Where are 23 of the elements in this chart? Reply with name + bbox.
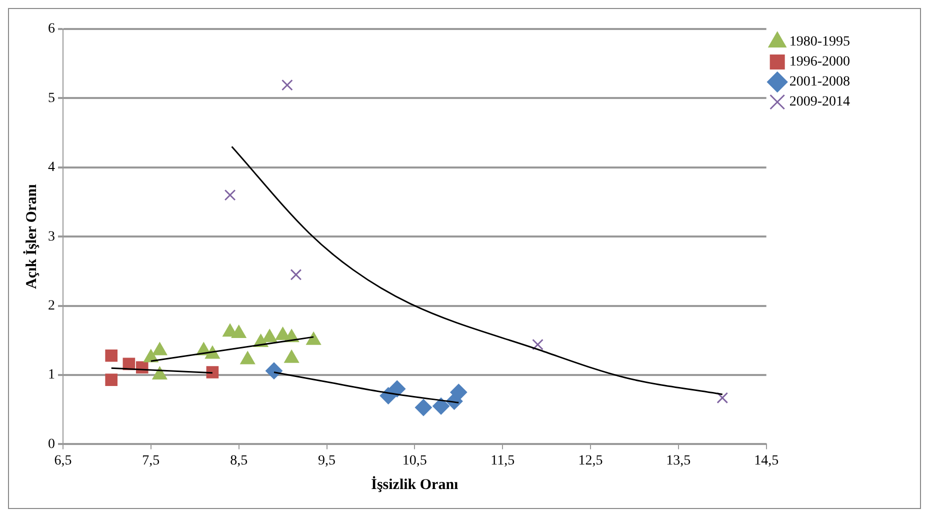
legend-label: 1980-1995 [789, 34, 850, 50]
x-tick-label: 8,5 [230, 453, 248, 468]
x-tick-label: 6,5 [54, 453, 72, 468]
y-tick-label: 5 [48, 90, 55, 106]
y-axis-title: Açık İşler Oranı [22, 184, 40, 289]
y-tick-label: 6 [48, 22, 55, 37]
y-tick-label: 4 [48, 160, 55, 176]
x-tick-label: 13,5 [666, 453, 691, 468]
legend-label: 2009-2014 [789, 94, 850, 110]
x-tick-label: 12,5 [578, 453, 603, 468]
x-tick-label: 14,5 [754, 453, 779, 468]
x-tick-label: 9,5 [318, 453, 336, 468]
y-tick-label: 2 [48, 298, 55, 314]
y-tick-label: 3 [48, 229, 55, 244]
x-axis-title: İşsizlik Oranı [371, 476, 458, 493]
x-tick-label: 11,5 [490, 453, 515, 468]
y-tick-label: 1 [48, 368, 55, 383]
x-tick-label: 7,5 [142, 453, 160, 468]
y-tick-label: 0 [48, 436, 55, 452]
x-tick-label: 10,5 [402, 453, 427, 468]
legend-label: 1996-2000 [789, 54, 850, 70]
line-series [231, 146, 724, 396]
legend-label: 2001-2008 [789, 74, 850, 90]
